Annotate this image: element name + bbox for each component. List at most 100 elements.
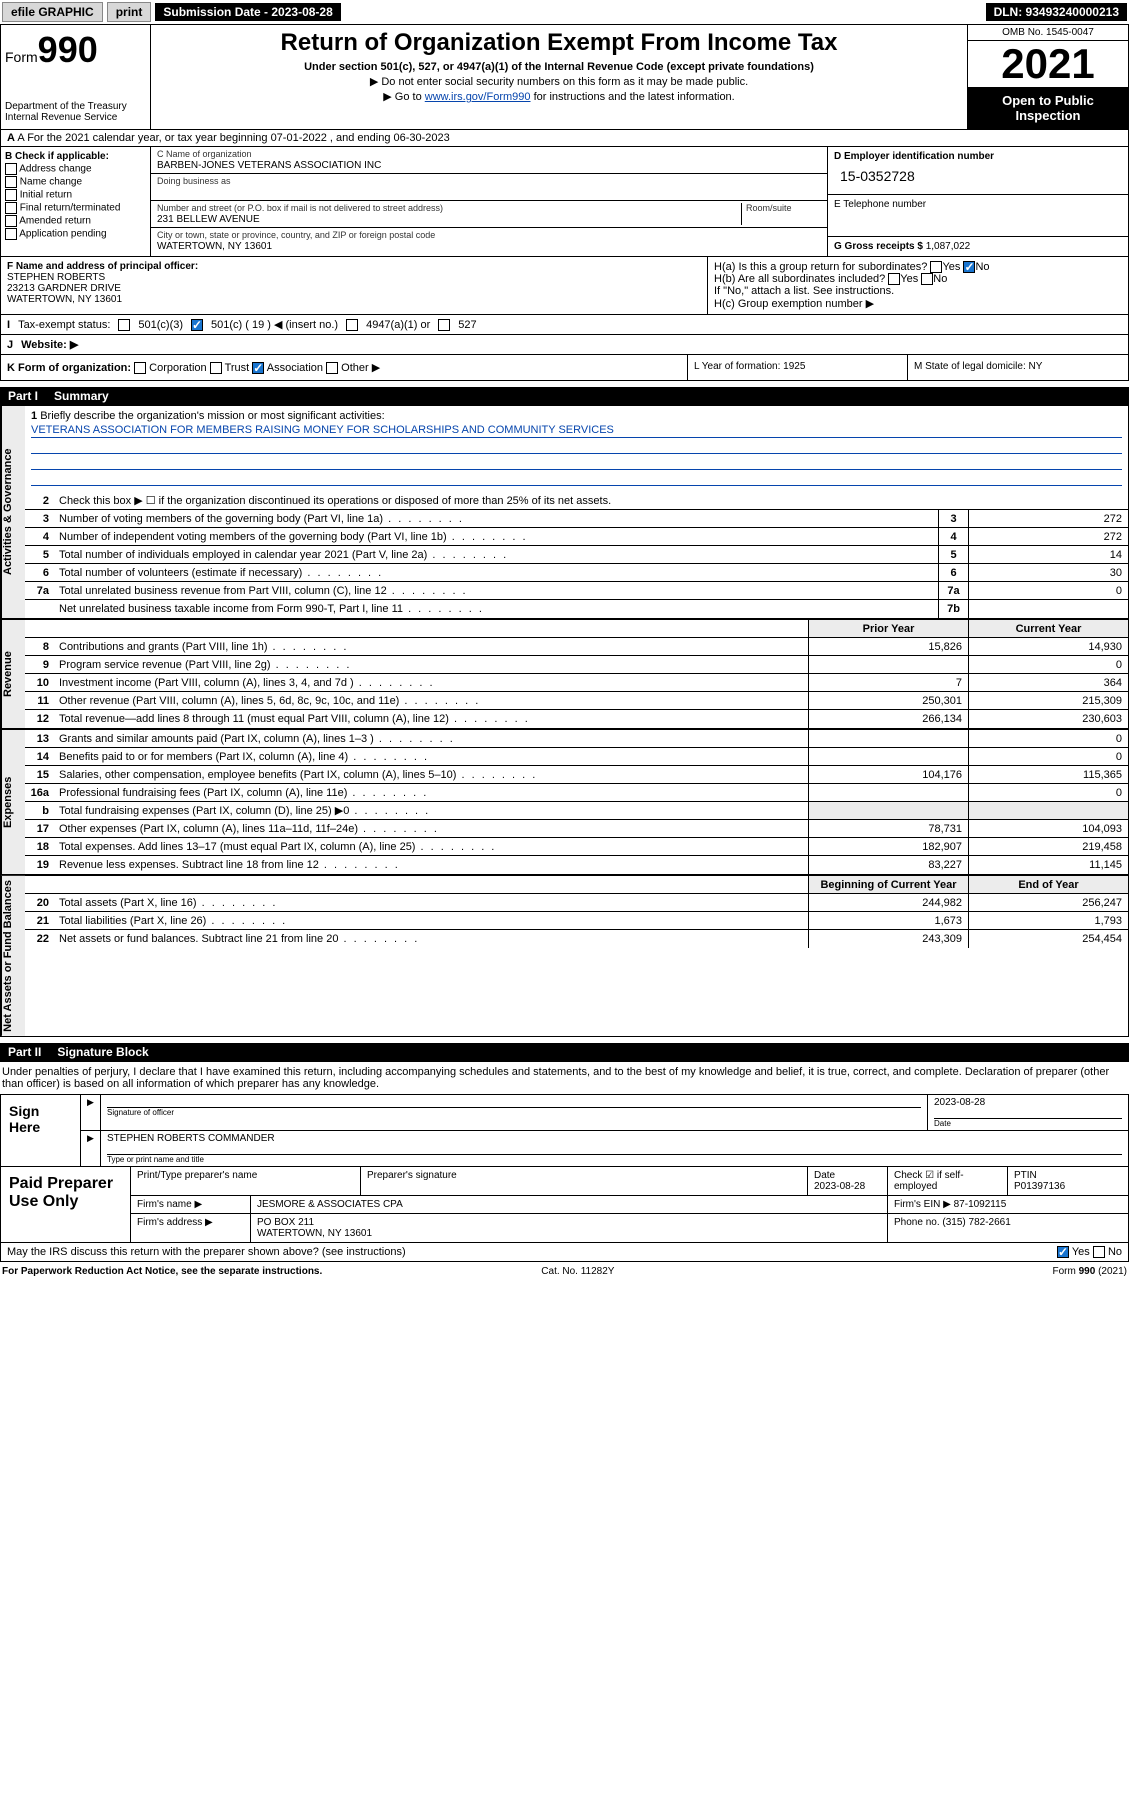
row-i-tax-status: I Tax-exempt status: 501(c)(3) 501(c) ( …: [0, 315, 1129, 335]
firm-name: JESMORE & ASSOCIATES CPA: [251, 1196, 888, 1213]
part1-label: Part I: [8, 389, 38, 403]
print-btn[interactable]: print: [107, 2, 152, 22]
sig-name-label: Type or print name and title: [107, 1154, 1122, 1164]
officer-name: STEPHEN ROBERTS: [7, 272, 105, 283]
hb-label: H(b) Are all subordinates included?: [714, 273, 885, 285]
may-irs-text: May the IRS discuss this return with the…: [7, 1246, 406, 1258]
line-18: 18Total expenses. Add lines 13–17 (must …: [25, 838, 1128, 856]
form-header: Form990 Department of the Treasury Inter…: [0, 24, 1129, 130]
hb-note: If "No," attach a list. See instructions…: [714, 285, 1122, 297]
summary-revenue: Revenue Prior Year Current Year 8Contrib…: [0, 619, 1129, 729]
4947a1: 4947(a)(1) or: [366, 319, 430, 331]
form-title: Return of Organization Exempt From Incom…: [159, 29, 959, 57]
part1-header: Part I Summary: [0, 387, 1129, 405]
prep-h5: PTIN: [1014, 1170, 1037, 1181]
summary-governance: Activities & Governance 1 Briefly descri…: [0, 405, 1129, 619]
line-13: 13Grants and similar amounts paid (Part …: [25, 730, 1128, 748]
ha-yes: Yes: [942, 261, 960, 273]
k-trust: Trust: [225, 362, 250, 374]
form-subtitle: Under section 501(c), 527, or 4947(a)(1)…: [159, 61, 959, 73]
ha-no: No: [975, 261, 989, 273]
officer-addr2: WATERTOWN, NY 13601: [7, 294, 122, 305]
line-10: 10Investment income (Part VIII, column (…: [25, 674, 1128, 692]
chk-name-change[interactable]: Name change: [5, 176, 146, 188]
line-16a: 16aProfessional fundraising fees (Part I…: [25, 784, 1128, 802]
line-7a: 7aTotal unrelated business revenue from …: [25, 582, 1128, 600]
chk-address-change[interactable]: Address change: [5, 163, 146, 175]
may-yes: Yes: [1072, 1246, 1090, 1258]
dln: DLN: 93493240000213: [986, 3, 1127, 21]
officer-addr1: 23213 GARDNER DRIVE: [7, 283, 121, 294]
side-governance: Activities & Governance: [1, 406, 25, 618]
phone-label: Phone no.: [894, 1217, 940, 1228]
sig-name: STEPHEN ROBERTS COMMANDER: [107, 1133, 275, 1144]
sig-officer-label: Signature of officer: [107, 1107, 921, 1117]
chk-amended-return[interactable]: Amended return: [5, 215, 146, 227]
sig-date-label: Date: [934, 1118, 1122, 1128]
hb-yes: Yes: [900, 273, 918, 285]
chk-initial-return[interactable]: Initial return: [5, 189, 146, 201]
addr-label: Number and street (or P.O. box if mail i…: [157, 203, 443, 213]
irs-label: Internal Revenue Service: [5, 112, 146, 123]
part2-label: Part II: [8, 1045, 41, 1059]
hdr-prior: Prior Year: [808, 620, 968, 637]
ein-label: D Employer identification number: [834, 151, 994, 162]
row-f-h: F Name and address of principal officer:…: [0, 257, 1129, 315]
hdr-current: Current Year: [968, 620, 1128, 637]
footer-mid: Cat. No. 11282Y: [541, 1266, 614, 1277]
may-irs-row: May the IRS discuss this return with the…: [0, 1243, 1129, 1262]
footer-left: For Paperwork Reduction Act Notice, see …: [2, 1266, 322, 1277]
form-org-label: K Form of organization:: [7, 362, 131, 374]
part2-title: Signature Block: [57, 1045, 148, 1059]
form-num: 990: [38, 29, 98, 70]
line-20: 20Total assets (Part X, line 16) 244,982…: [25, 894, 1128, 912]
firm-ein-label: Firm's EIN ▶: [894, 1199, 951, 1210]
line-22: 22Net assets or fund balances. Subtract …: [25, 930, 1128, 948]
website-label: Website: ▶: [21, 338, 78, 351]
sign-here-block: Sign Here Signature of officer 2023-08-2…: [0, 1094, 1129, 1167]
row-a-text: A For the 2021 calendar year, or tax yea…: [17, 132, 449, 144]
tel-label: E Telephone number: [834, 199, 926, 210]
line-17: 17Other expenses (Part IX, column (A), l…: [25, 820, 1128, 838]
prep-title: Paid Preparer Use Only: [1, 1167, 131, 1242]
form-word: Form: [5, 49, 38, 65]
col-b-label: B Check if applicable:: [5, 151, 109, 162]
goto-note: ▶ Go to www.irs.gov/Form990 for instruct…: [159, 90, 959, 103]
line-6: 6Total number of volunteers (estimate if…: [25, 564, 1128, 582]
page-footer: For Paperwork Reduction Act Notice, see …: [0, 1262, 1129, 1281]
prep-h4: Check ☑ if self-employed: [888, 1167, 1008, 1195]
sig-date: 2023-08-28: [934, 1097, 985, 1108]
efile-btn[interactable]: efile GRAPHIC: [2, 2, 103, 22]
may-no: No: [1108, 1246, 1122, 1258]
line-11: 11Other revenue (Part VIII, column (A), …: [25, 692, 1128, 710]
col-d-ein: D Employer identification number 15-0352…: [828, 147, 1128, 256]
firm-ein: 87-1092115: [954, 1199, 1007, 1210]
501c19: 501(c) ( 19 ) ◀ (insert no.): [211, 318, 338, 331]
firm-phone: (315) 782-2661: [942, 1217, 1010, 1228]
line2: Check this box ▶ ☐ if the organization d…: [55, 492, 1128, 509]
open-public-badge: Open to Public Inspection: [968, 87, 1128, 129]
dba-label: Doing business as: [157, 176, 231, 186]
gross-label: G Gross receipts $: [834, 241, 923, 252]
firm-label: Firm's name ▶: [131, 1196, 251, 1213]
submission-date: Submission Date - 2023-08-28: [155, 3, 340, 21]
tax-status-label: Tax-exempt status:: [18, 319, 110, 331]
line-9: 9Program service revenue (Part VIII, lin…: [25, 656, 1128, 674]
k-assoc: Association: [267, 362, 323, 374]
chk-application-pending[interactable]: Application pending: [5, 228, 146, 240]
sig-intro: Under penalties of perjury, I declare th…: [0, 1061, 1129, 1094]
prep-ptin: P01397136: [1014, 1181, 1065, 1192]
omb-number: OMB No. 1545-0047: [968, 25, 1128, 41]
col-b-checkboxes: B Check if applicable: Address change Na…: [1, 147, 151, 256]
chk-final-return[interactable]: Final return/terminated: [5, 202, 146, 214]
line-14: 14Benefits paid to or for members (Part …: [25, 748, 1128, 766]
top-bar: efile GRAPHIC print Submission Date - 20…: [0, 0, 1129, 24]
sign-here-label: Sign Here: [1, 1095, 81, 1166]
state-domicile: M State of legal domicile: NY: [908, 355, 1128, 380]
org-city: WATERTOWN, NY 13601: [157, 241, 272, 252]
officer-label: F Name and address of principal officer:: [7, 261, 198, 272]
tax-year: 2021: [968, 41, 1128, 87]
firm-addr-label: Firm's address ▶: [131, 1214, 251, 1242]
row-k: K Form of organization: Corporation Trus…: [0, 355, 1129, 381]
irs-link[interactable]: www.irs.gov/Form990: [425, 91, 531, 103]
